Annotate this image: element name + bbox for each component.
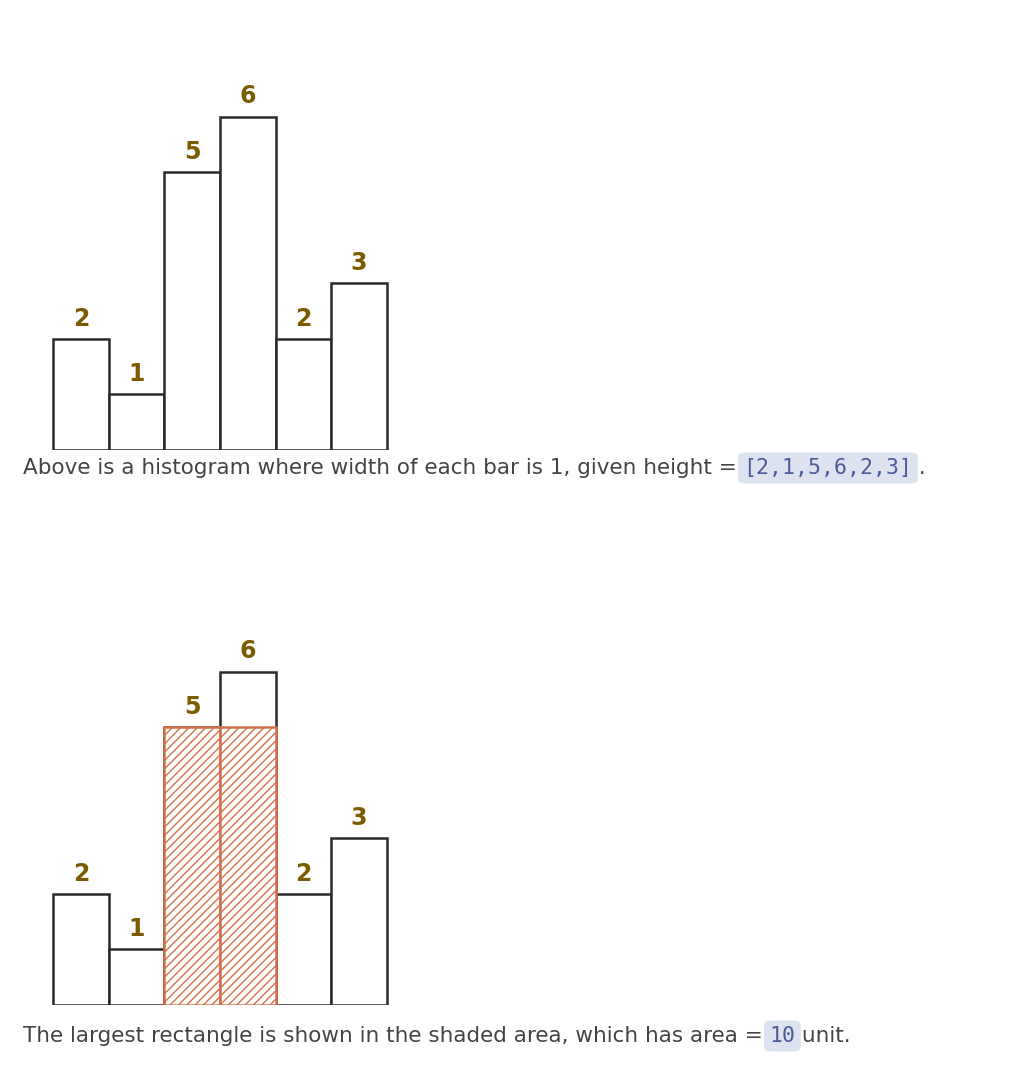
Bar bbox=[220, 727, 276, 1005]
Text: 1: 1 bbox=[128, 917, 145, 941]
Bar bbox=[165, 173, 220, 450]
Text: Above is a histogram where width of each bar is 1, given height =: Above is a histogram where width of each… bbox=[23, 458, 744, 478]
Bar bbox=[332, 284, 386, 450]
Bar bbox=[53, 339, 109, 450]
Bar bbox=[165, 727, 220, 1005]
Text: 5: 5 bbox=[184, 695, 201, 718]
Text: 3: 3 bbox=[350, 806, 367, 830]
Bar bbox=[276, 339, 332, 450]
Text: The largest rectangle is shown in the shaded area, which has area =: The largest rectangle is shown in the sh… bbox=[23, 1025, 770, 1046]
Bar bbox=[165, 727, 220, 1005]
Text: 5: 5 bbox=[184, 140, 201, 164]
Text: 6: 6 bbox=[239, 640, 256, 663]
Text: unit.: unit. bbox=[796, 1025, 851, 1046]
Text: 2: 2 bbox=[73, 307, 89, 330]
Text: 2: 2 bbox=[73, 861, 89, 886]
Bar bbox=[53, 894, 109, 1005]
Text: 1: 1 bbox=[128, 362, 145, 386]
Text: 2: 2 bbox=[295, 861, 312, 886]
Bar bbox=[109, 950, 165, 1005]
Text: 10: 10 bbox=[770, 1025, 796, 1046]
Bar bbox=[109, 394, 165, 450]
Text: 2: 2 bbox=[295, 307, 312, 330]
Bar bbox=[220, 116, 276, 450]
Text: 6: 6 bbox=[239, 84, 256, 109]
Text: .: . bbox=[913, 458, 926, 478]
Text: [2,1,5,6,2,3]: [2,1,5,6,2,3] bbox=[744, 458, 913, 478]
Bar bbox=[276, 894, 332, 1005]
Bar bbox=[220, 672, 276, 1005]
Bar bbox=[332, 838, 386, 1005]
Text: 3: 3 bbox=[350, 251, 367, 275]
